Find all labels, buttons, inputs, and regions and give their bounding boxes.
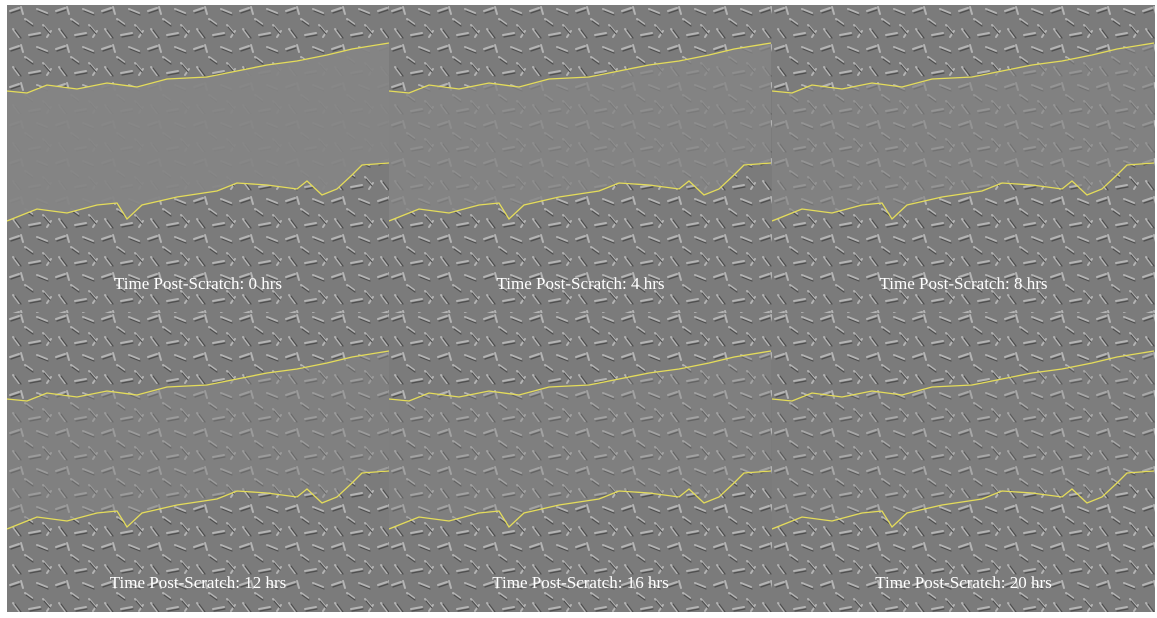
micrograph-panel: Time Post-Scratch: 8 hrs — [772, 5, 1155, 313]
micrograph-panel: Time Post-Scratch: 0 hrs — [7, 5, 389, 313]
micrograph-panel: Time Post-Scratch: 16 hrs — [389, 313, 772, 612]
micrograph-panel: Time Post-Scratch: 4 hrs — [389, 5, 772, 313]
panel-content — [389, 313, 772, 612]
panel-content — [7, 313, 389, 612]
panel-content — [772, 313, 1155, 612]
panel-label: Time Post-Scratch: 16 hrs — [492, 573, 668, 592]
panel-label: Time Post-Scratch: 4 hrs — [497, 274, 665, 293]
figure: Time Post-Scratch: 0 hrs Time Post-Scratc… — [0, 0, 1157, 618]
panel-label: Time Post-Scratch: 8 hrs — [880, 274, 1048, 293]
micrograph-panel: Time Post-Scratch: 20 hrs — [772, 313, 1155, 612]
panel-grid: Time Post-Scratch: 0 hrs Time Post-Scratc… — [7, 5, 1155, 612]
panel-content — [389, 5, 772, 313]
panel-label: Time Post-Scratch: 20 hrs — [875, 573, 1051, 592]
panel-label: Time Post-Scratch: 12 hrs — [110, 573, 286, 592]
micrograph-panel: Time Post-Scratch: 12 hrs — [7, 313, 389, 612]
panel-content — [7, 5, 389, 313]
panel-content — [772, 5, 1155, 313]
panel-label: Time Post-Scratch: 0 hrs — [114, 274, 282, 293]
